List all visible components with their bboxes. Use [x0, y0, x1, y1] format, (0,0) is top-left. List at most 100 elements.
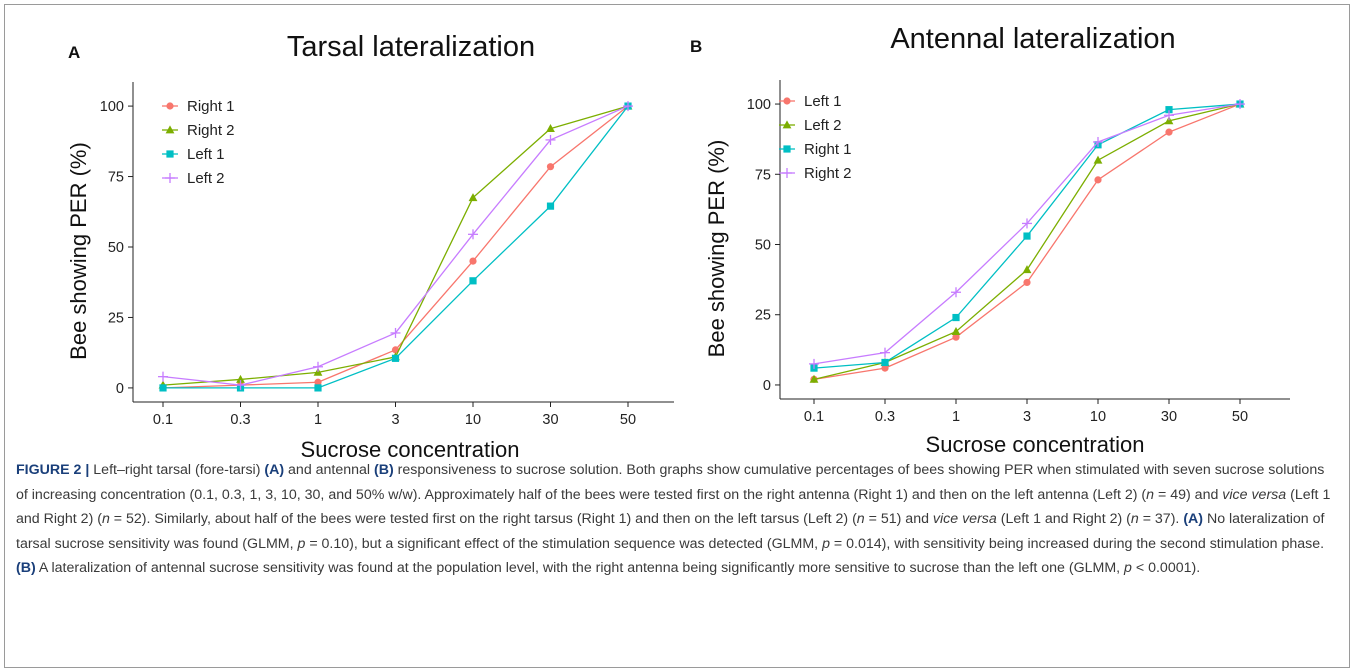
data-point	[469, 277, 477, 285]
data-point	[951, 287, 961, 298]
data-point	[391, 354, 400, 362]
x-tick-label: 1	[314, 412, 322, 428]
legend-item: Right 2	[162, 122, 235, 139]
caption-italic: n	[856, 511, 865, 528]
x-tick-label: 10	[1090, 409, 1106, 425]
caption-ref: (A)	[1183, 511, 1204, 528]
x-tick-label: 3	[1023, 409, 1031, 425]
legend-label: Right 2	[187, 122, 235, 139]
caption-text: = 49) and	[1154, 486, 1223, 503]
data-point	[782, 120, 792, 129]
y-tick-label: 0	[763, 378, 771, 394]
series-left-1	[810, 100, 1244, 383]
x-tick-label: 0.3	[230, 412, 250, 428]
y-axis-label: Bee showing PER (%)	[704, 140, 729, 358]
y-tick-label: 75	[755, 167, 771, 183]
series-right-1	[159, 102, 632, 392]
data-point	[782, 168, 792, 178]
series-right-2	[158, 101, 633, 389]
caption-italic: vice versa	[932, 511, 997, 528]
x-tick-label: 0.1	[804, 409, 824, 425]
y-tick-label: 75	[108, 170, 124, 186]
caption-text: < 0.0001).	[1131, 560, 1201, 577]
series-line	[813, 103, 1241, 380]
caption-italic: n	[1130, 511, 1139, 528]
data-point	[881, 364, 889, 372]
caption-ref: (B)	[374, 462, 394, 478]
series-line	[162, 105, 629, 386]
data-point	[165, 125, 175, 134]
data-point	[952, 313, 960, 322]
y-tick-label: 25	[108, 310, 124, 326]
series-line	[813, 103, 1241, 380]
data-point	[881, 358, 889, 367]
chart-title: Antennal lateralization	[890, 23, 1175, 55]
data-point	[1022, 218, 1032, 229]
legend-item: Left 2	[162, 170, 225, 187]
x-tick-label: 10	[465, 412, 481, 428]
legend-item: Left 1	[779, 93, 842, 110]
legend-item: Right 1	[162, 98, 235, 115]
data-point	[159, 384, 167, 392]
data-point	[546, 202, 555, 210]
caption-italic: n	[1146, 486, 1155, 503]
caption-ref: (A)	[264, 462, 285, 478]
x-tick-label: 3	[391, 412, 399, 428]
legend-label: Right 1	[804, 141, 852, 158]
data-point	[546, 124, 555, 133]
caption-text: = 51) and	[864, 511, 933, 528]
legend-label: Left 2	[187, 170, 225, 187]
x-tick-label: 30	[1161, 409, 1177, 425]
y-tick-label: 50	[108, 240, 124, 256]
data-point	[545, 134, 556, 145]
chart-panel-b: B Antennal lateralization 0 25 50 75 100 0.1 0.3…	[690, 23, 1290, 457]
figure-label: FIGURE 2 |	[16, 462, 90, 478]
legend-label: Right 2	[804, 165, 852, 182]
y-tick-label: 100	[747, 97, 771, 113]
caption-italic: n	[101, 511, 110, 528]
series-line	[162, 105, 629, 389]
caption-text: Left–right tarsal (fore-tarsi)	[89, 462, 265, 478]
data-point	[314, 378, 322, 386]
series-right-1	[810, 100, 1244, 372]
data-point	[235, 380, 246, 391]
data-point	[469, 257, 477, 265]
caption-italic: p	[1124, 560, 1132, 577]
caption-text: = 0.10), but a significant effect of the…	[305, 535, 823, 552]
data-point	[1165, 106, 1173, 114]
data-point	[1235, 99, 1245, 110]
data-point	[166, 102, 174, 110]
figure-caption: FIGURE 2 | Left–right tarsal (fore-tarsi…	[16, 458, 1336, 581]
caption-text: responsiveness to sucrose solution. Both…	[16, 462, 1325, 503]
caption-italic: vice versa	[1222, 486, 1287, 503]
series-line	[162, 105, 629, 386]
x-tick-label: 0.1	[153, 412, 173, 428]
caption-text: (Left 1 and Right 2) (	[16, 486, 1331, 528]
data-point	[1023, 232, 1031, 240]
x-axis-label: Sucrose concentration	[301, 437, 520, 460]
caption-text: A lateralization of antennal sucrose sen…	[35, 560, 1125, 577]
data-point	[952, 333, 960, 341]
caption-text: = 37).	[1138, 511, 1184, 528]
y-axis-label: Bee showing PER (%)	[66, 142, 91, 360]
caption-text: = 0.014), with sensitivity being increas…	[829, 535, 1325, 552]
panel-label: B	[690, 37, 702, 56]
legend-item: Left 1	[162, 146, 225, 163]
data-point	[623, 101, 633, 112]
series-left-2	[809, 99, 1245, 383]
x-tick-label: 0.3	[875, 409, 895, 425]
chart-panel-a: A Tarsal lateralization 0 25 50 75 100 0.1 0.3 1 3…	[66, 31, 674, 460]
legend-label: Left 2	[804, 117, 842, 134]
data-point	[1165, 128, 1173, 136]
data-point	[468, 193, 478, 202]
legend-label: Right 1	[187, 98, 235, 115]
series-line	[163, 105, 629, 389]
x-tick-label: 50	[1232, 409, 1248, 425]
data-point	[391, 346, 400, 354]
caption-italic: p	[822, 535, 830, 552]
data-point	[236, 374, 245, 383]
caption-text: and antennal	[284, 462, 375, 478]
legend-item: Right 1	[779, 141, 852, 158]
data-point	[1023, 278, 1031, 287]
panel-label: A	[68, 43, 80, 62]
